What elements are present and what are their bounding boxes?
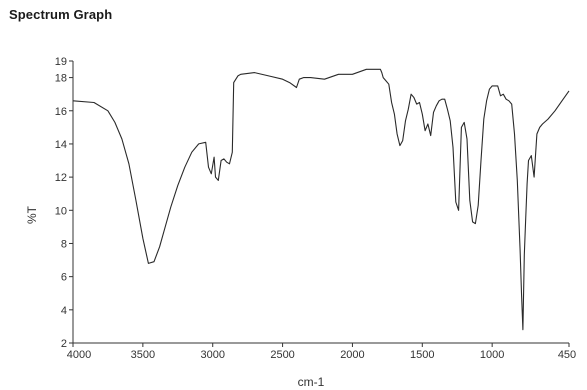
y-tick-label: 4 [61,305,67,317]
y-tick-label: 16 [55,106,67,118]
y-axis-ticks: 2 4 6 8 10 12 14 16 18 19 [55,56,73,350]
x-tick-label: 1000 [480,349,504,361]
series-group [72,68,570,331]
y-axis-label: %T [25,205,39,224]
y-axis: 2 4 6 8 10 12 14 16 18 19 [55,56,74,350]
x-tick-label: 3500 [131,349,155,361]
y-tick-label: 2 [61,338,67,350]
chart-title: Spectrum Graph [9,7,113,22]
spectrum-series-line [72,68,570,331]
x-axis: 4000 3500 3000 2500 2000 1500 1000 450 [67,342,576,361]
y-tick-label: 12 [55,172,67,184]
x-tick-label: 450 [558,349,576,361]
y-tick-label: 18 [55,73,67,85]
x-tick-label: 4000 [67,349,91,361]
y-tick-label: 6 [61,272,67,284]
x-tick-label: 2000 [340,349,364,361]
y-tick-label: 10 [55,205,67,217]
x-tick-label: 2500 [270,349,294,361]
x-tick-label: 1500 [410,349,434,361]
y-tick-label: 19 [55,56,67,68]
x-axis-ticks: 4000 3500 3000 2500 2000 1500 1000 450 [67,343,576,361]
y-tick-label: 8 [61,238,67,250]
x-axis-label: cm-1 [298,375,325,389]
x-tick-label: 3000 [200,349,224,361]
y-tick-label: 14 [55,139,67,151]
